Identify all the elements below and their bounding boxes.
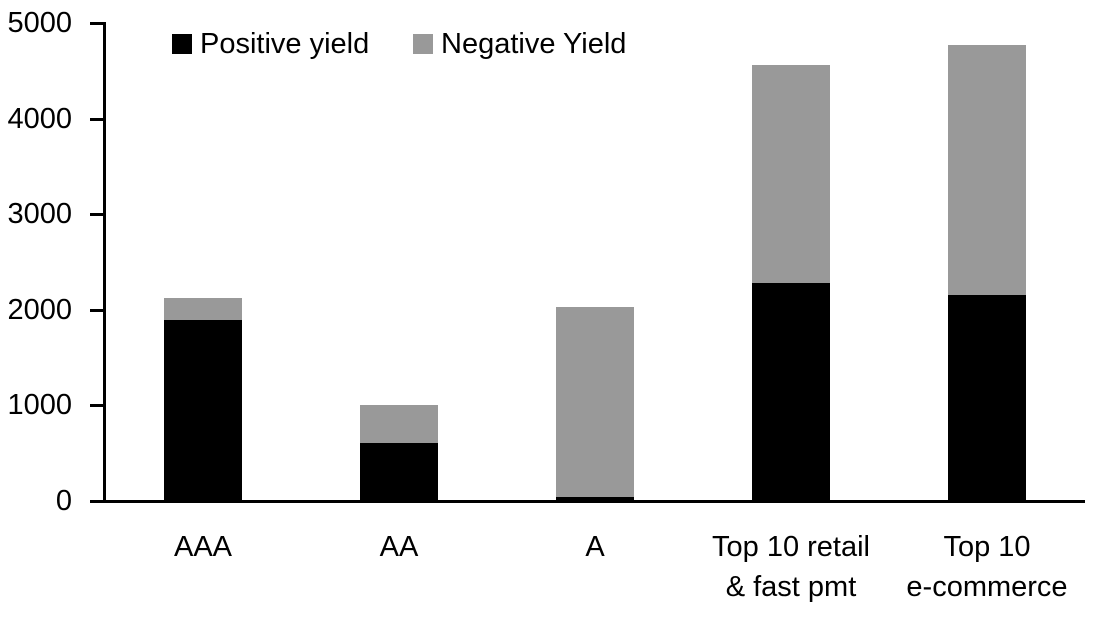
bar-segment-negative (556, 306, 634, 497)
y-tick-label: 4000 (7, 102, 72, 135)
bar-segment-positive (556, 496, 634, 502)
y-axis-tick (90, 308, 105, 312)
legend-item-positive-yield: Positive yield (172, 28, 369, 60)
bar-segment-negative (164, 298, 242, 321)
y-axis-tick (90, 117, 105, 121)
y-tick-label: 1000 (7, 389, 72, 422)
x-category-label: Top 10 e-commerce (906, 531, 1068, 603)
x-category-label: AA (379, 531, 419, 563)
negative-yield-swatch-icon (413, 34, 433, 54)
x-category-label: AAA (173, 531, 233, 563)
y-axis-tick (90, 404, 105, 408)
x-category-label: A (585, 531, 605, 563)
y-axis-tick (90, 22, 105, 25)
legend-label-positive-yield: Positive yield (200, 27, 370, 60)
y-tick-label: 0 (55, 485, 72, 517)
bar-segment-positive (360, 442, 438, 502)
legend-item-negative-yield: Negative Yield (413, 28, 626, 60)
bar-segment-positive (164, 320, 242, 502)
positive-yield-swatch-icon (172, 34, 192, 54)
legend-label-negative-yield: Negative Yield (441, 27, 627, 60)
y-tick-label: 3000 (7, 198, 72, 231)
x-category-label: Top 10 retail & fast pmt (712, 531, 870, 603)
y-tick-label: 2000 (7, 293, 72, 326)
bar-segment-negative (948, 44, 1026, 296)
bar-segment-positive (752, 283, 830, 502)
y-axis-tick (90, 213, 105, 217)
y-axis-line (103, 22, 106, 503)
y-tick-label: 5000 (7, 7, 72, 39)
bar-segment-positive (948, 295, 1026, 502)
bar-segment-negative (752, 65, 830, 284)
bar-segment-negative (360, 404, 438, 443)
y-axis-tick (90, 500, 105, 503)
